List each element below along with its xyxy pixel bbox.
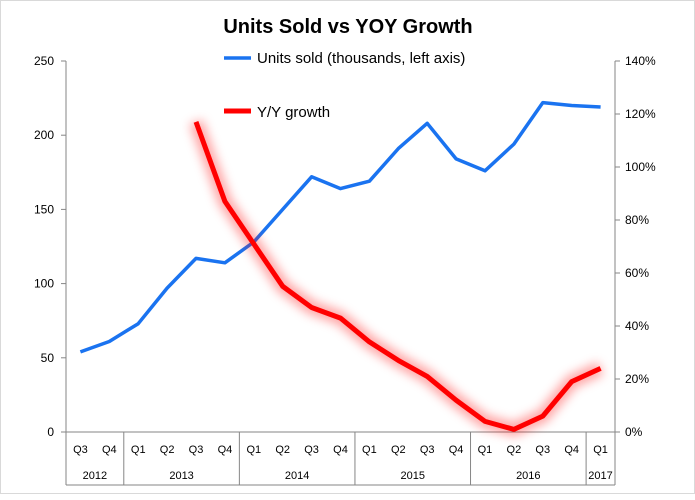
growth-point <box>512 428 515 431</box>
growth-point <box>195 120 198 123</box>
year-label: 2016 <box>516 470 540 482</box>
right-tick-label: 60% <box>625 266 649 280</box>
left-tick-label: 150 <box>34 202 54 216</box>
growth-point <box>599 367 602 370</box>
growth-point <box>455 399 458 402</box>
units-sold-point <box>541 101 544 104</box>
legend-label-growth: Y/Y growth <box>257 104 330 121</box>
units-sold-point <box>79 350 82 353</box>
growth-line-glow <box>189 119 604 437</box>
x-tick-label: Q1 <box>246 444 261 456</box>
growth-point <box>339 317 342 320</box>
year-label: 2015 <box>400 470 424 482</box>
right-tick-label: 140% <box>625 54 656 68</box>
units-sold-point <box>137 322 140 325</box>
legend-label-units: Units sold (thousands, left axis) <box>257 50 465 67</box>
year-label: 2014 <box>285 470 309 482</box>
right-tick-label: 100% <box>625 160 656 174</box>
units-sold-point <box>281 208 284 211</box>
chart-title: Units Sold vs YOY Growth <box>223 16 472 38</box>
left-tick-label: 100 <box>34 277 54 291</box>
units-sold-point <box>512 143 515 146</box>
left-tick-label: 50 <box>41 351 55 365</box>
units-sold-point <box>339 187 342 190</box>
units-sold-point <box>368 180 371 183</box>
units-sold-point <box>397 147 400 150</box>
left-tick-label: 200 <box>34 128 54 142</box>
growth-point <box>310 306 313 309</box>
units-sold-point <box>223 261 226 264</box>
right-tick-label: 40% <box>625 319 649 333</box>
units-sold-point <box>570 104 573 107</box>
growth-point <box>483 420 486 423</box>
x-tick-label: Q3 <box>420 444 435 456</box>
x-tick-label: Q3 <box>189 444 204 456</box>
x-tick-label: Q4 <box>449 444 464 456</box>
growth-point <box>570 380 573 383</box>
right-tick-label: 0% <box>625 425 643 439</box>
units-sold-point <box>599 106 602 109</box>
units-sold-point <box>310 175 313 178</box>
right-tick-label: 20% <box>625 372 649 386</box>
units-sold-point <box>108 340 111 343</box>
x-tick-label: Q2 <box>507 444 522 456</box>
units-sold-point <box>483 169 486 172</box>
x-tick-label: Q1 <box>362 444 377 456</box>
units-sold-point <box>195 257 198 260</box>
units-sold-point <box>426 122 429 125</box>
x-tick-label: Q4 <box>333 444 348 456</box>
growth-line <box>193 121 602 432</box>
right-tick-label: 80% <box>625 213 649 227</box>
x-tick-label: Q3 <box>304 444 319 456</box>
x-tick-label: Q4 <box>102 444 117 456</box>
left-tick-label: 250 <box>34 54 54 68</box>
left-tick-label: 0 <box>47 425 54 439</box>
growth-point <box>281 285 284 288</box>
year-label: 2012 <box>83 470 107 482</box>
x-tick-label: Q3 <box>73 444 88 456</box>
x-tick-label: Q1 <box>478 444 493 456</box>
year-label: 2013 <box>169 470 193 482</box>
growth-point <box>397 359 400 362</box>
x-tick-label: Q2 <box>160 444 175 456</box>
units-sold-point <box>166 287 169 290</box>
growth-point <box>541 415 544 418</box>
right-tick-label: 120% <box>625 107 656 121</box>
growth-point <box>368 340 371 343</box>
growth-point <box>252 242 255 245</box>
x-tick-label: Q4 <box>564 444 579 456</box>
x-tick-label: Q1 <box>131 444 146 456</box>
x-tick-label: Q2 <box>391 444 406 456</box>
growth-point <box>223 200 226 203</box>
growth-point <box>426 375 429 378</box>
x-tick-label: Q4 <box>218 444 233 456</box>
x-tick-label: Q2 <box>275 444 290 456</box>
x-tick-label: Q1 <box>593 444 608 456</box>
units-sold-line <box>79 100 601 354</box>
x-tick-label: Q3 <box>535 444 550 456</box>
year-label: 2017 <box>588 470 612 482</box>
units-sold-point <box>455 157 458 160</box>
